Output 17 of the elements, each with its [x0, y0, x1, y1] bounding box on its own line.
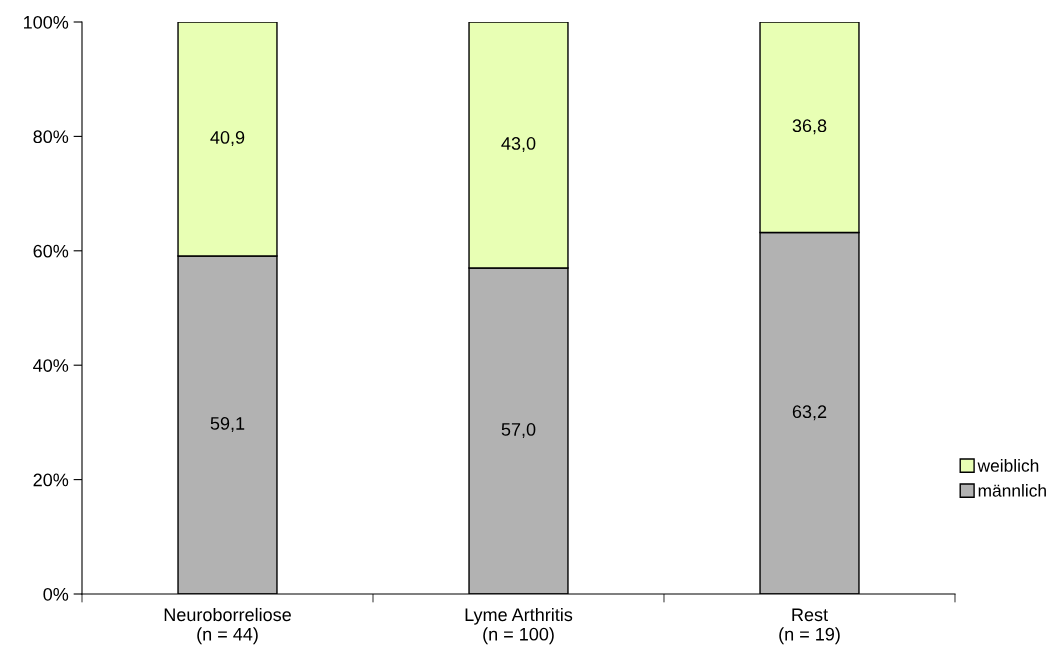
- legend-label: weiblich: [977, 459, 1039, 472]
- y-tick-label: 60%: [33, 244, 69, 258]
- data-label: 63,2: [792, 405, 827, 421]
- data-label: 57,0: [501, 423, 536, 438]
- y-tick-label: 80%: [33, 130, 69, 144]
- x-tick-label: Lyme Arthritis (n = 100): [465, 607, 573, 645]
- y-tick-label: 20%: [33, 473, 69, 487]
- data-label: 59,1: [210, 417, 245, 432]
- legend-label: männlich: [978, 484, 1046, 497]
- data-label: 36,8: [792, 119, 827, 135]
- data-label: 43,0: [501, 137, 536, 152]
- x-tick-label: Rest (n = 19): [779, 608, 840, 645]
- y-tick-label: 100%: [24, 15, 69, 29]
- y-tick-label: 0%: [43, 587, 69, 601]
- y-tick-label: 40%: [33, 359, 69, 372]
- data-label: 40,9: [210, 131, 245, 146]
- x-tick-label: Neuroborreliose (n = 44): [164, 607, 291, 645]
